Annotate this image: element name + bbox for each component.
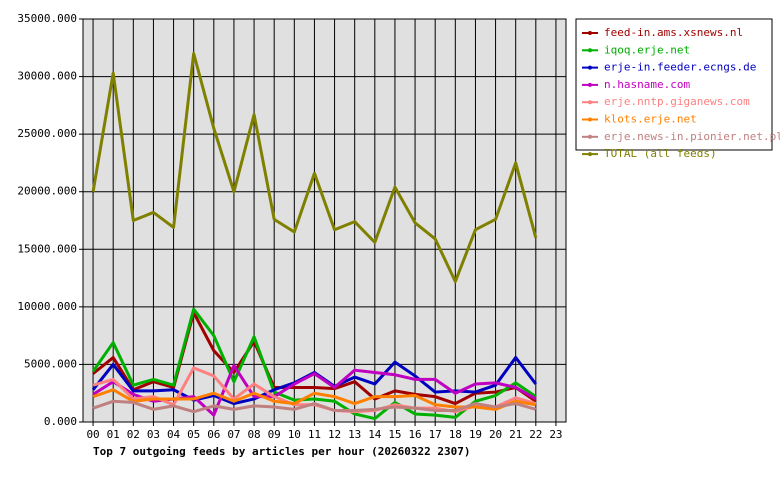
- series-line: [91, 307, 537, 421]
- legend-label: erje.nntp.giganews.com: [604, 95, 750, 108]
- legend-dot: [588, 117, 592, 122]
- legend-label: erje.news-in.pionier.net.pl: [604, 130, 780, 143]
- x-tick-label: 15: [388, 428, 401, 441]
- x-tick-label: 19: [469, 428, 482, 441]
- legend-label: iqoq.erje.net: [604, 43, 690, 56]
- x-tick-label: 02: [127, 428, 140, 441]
- x-tick-label: 20: [489, 428, 502, 441]
- legend-dot: [588, 152, 592, 157]
- legend-dot: [588, 134, 592, 139]
- series-line: [91, 52, 538, 284]
- legend-label: TOTAL (all feeds): [604, 147, 717, 160]
- legend-box: [575, 18, 773, 151]
- x-tick-label: 21: [509, 428, 522, 441]
- legend-label: n.hasname.com: [604, 78, 690, 91]
- y-tick-label: 25000.000: [17, 127, 77, 140]
- y-tick-label: 0.000: [44, 415, 77, 428]
- x-tick-label: 10: [288, 428, 301, 441]
- x-tick-label: 23: [549, 428, 562, 441]
- series-line: [92, 399, 537, 414]
- y-tick-label: 35000.000: [17, 12, 77, 25]
- legend-dot: [588, 100, 592, 105]
- x-tick-label: 04: [167, 428, 181, 441]
- legend-dot: [588, 82, 592, 87]
- x-tick-label: 09: [268, 428, 281, 441]
- legend-label: feed-in.ams.xsnews.nl: [604, 26, 743, 39]
- x-tick-label: 22: [529, 428, 542, 441]
- x-tick-label: 14: [368, 428, 382, 441]
- y-tick-label: 20000.000: [17, 185, 77, 198]
- legend-dot: [588, 31, 592, 35]
- legend-dot: [588, 65, 592, 70]
- x-tick-label: 00: [86, 428, 99, 441]
- x-tick-label: 17: [429, 428, 442, 441]
- y-tick-label: 5000.000: [24, 357, 77, 370]
- legend-label: erje-in.feeder.ecngs.de: [604, 61, 756, 74]
- x-tick-label: 11: [308, 428, 321, 441]
- legend-label: klots.erje.net: [604, 113, 697, 126]
- x-tick-label: 13: [348, 428, 361, 441]
- x-tick-label: 12: [328, 428, 341, 441]
- chart-title: Top 7 outgoing feeds by articles per hou…: [93, 445, 471, 458]
- y-tick-label: 10000.000: [17, 300, 77, 313]
- x-tick-label: 03: [147, 428, 160, 441]
- y-tick-label: 30000.000: [17, 70, 77, 83]
- x-tick-label: 06: [207, 428, 220, 441]
- x-tick-label: 18: [449, 428, 462, 441]
- legend-dot: [588, 48, 592, 53]
- y-tick-label: 15000.000: [17, 242, 77, 255]
- x-tick-label: 01: [107, 428, 120, 441]
- series-line: [92, 311, 537, 406]
- x-tick-label: 05: [187, 428, 200, 441]
- x-tick-label: 16: [408, 428, 421, 441]
- x-tick-label: 07: [227, 428, 240, 441]
- x-tick-label: 08: [247, 428, 260, 441]
